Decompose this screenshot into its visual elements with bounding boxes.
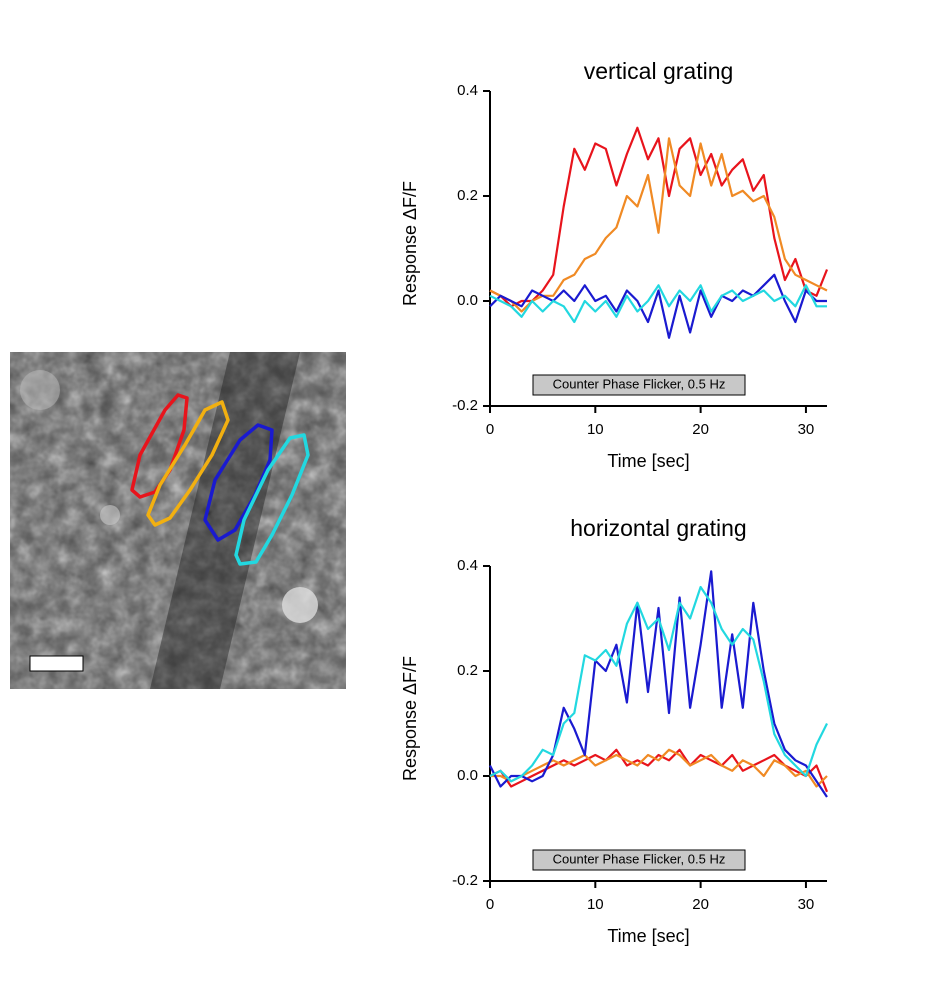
series-line xyxy=(489,585,828,783)
series-line xyxy=(490,748,828,788)
roi-outlines xyxy=(130,393,310,566)
y-tick-label: 0.2 xyxy=(457,662,478,679)
y-tick-label: 0.0 xyxy=(457,292,478,309)
x-tick-label: 10 xyxy=(587,421,604,438)
series-line xyxy=(489,126,829,308)
annotation-box xyxy=(532,849,746,871)
micrograph xyxy=(10,352,346,689)
y-tick-label: 0.4 xyxy=(457,557,478,574)
x-axis-label: Time [sec] xyxy=(607,451,689,471)
y-tick-label: -0.2 xyxy=(452,397,478,414)
annotation-box xyxy=(532,374,746,396)
series-line xyxy=(489,570,828,798)
x-tick-label: 10 xyxy=(587,896,604,913)
y-tick-label: 0.4 xyxy=(457,82,478,99)
chart-title: vertical grating xyxy=(584,58,734,84)
chart-title: horizontal grating xyxy=(570,515,746,541)
x-tick-label: 0 xyxy=(486,421,494,438)
x-tick-label: 20 xyxy=(692,421,709,438)
series-line xyxy=(489,137,828,313)
y-axis-label: Response ΔF/F xyxy=(400,181,420,306)
x-tick-label: 30 xyxy=(798,896,815,913)
y-tick-label: 0.0 xyxy=(457,767,478,784)
annotation: Counter Phase Flicker, 0.5 Hz xyxy=(553,851,726,866)
series-line xyxy=(489,273,827,339)
y-tick-label: -0.2 xyxy=(452,872,478,889)
series-line xyxy=(489,284,827,324)
annotation: Counter Phase Flicker, 0.5 Hz xyxy=(553,376,726,391)
x-tick-label: 0 xyxy=(486,896,494,913)
x-tick-label: 30 xyxy=(798,421,815,438)
x-tick-label: 20 xyxy=(692,896,709,913)
scale-bar xyxy=(29,655,84,672)
x-axis-label: Time [sec] xyxy=(607,926,689,946)
series-line xyxy=(489,748,829,793)
y-axis-label: Response ΔF/F xyxy=(400,656,420,781)
y-tick-label: 0.2 xyxy=(457,187,478,204)
